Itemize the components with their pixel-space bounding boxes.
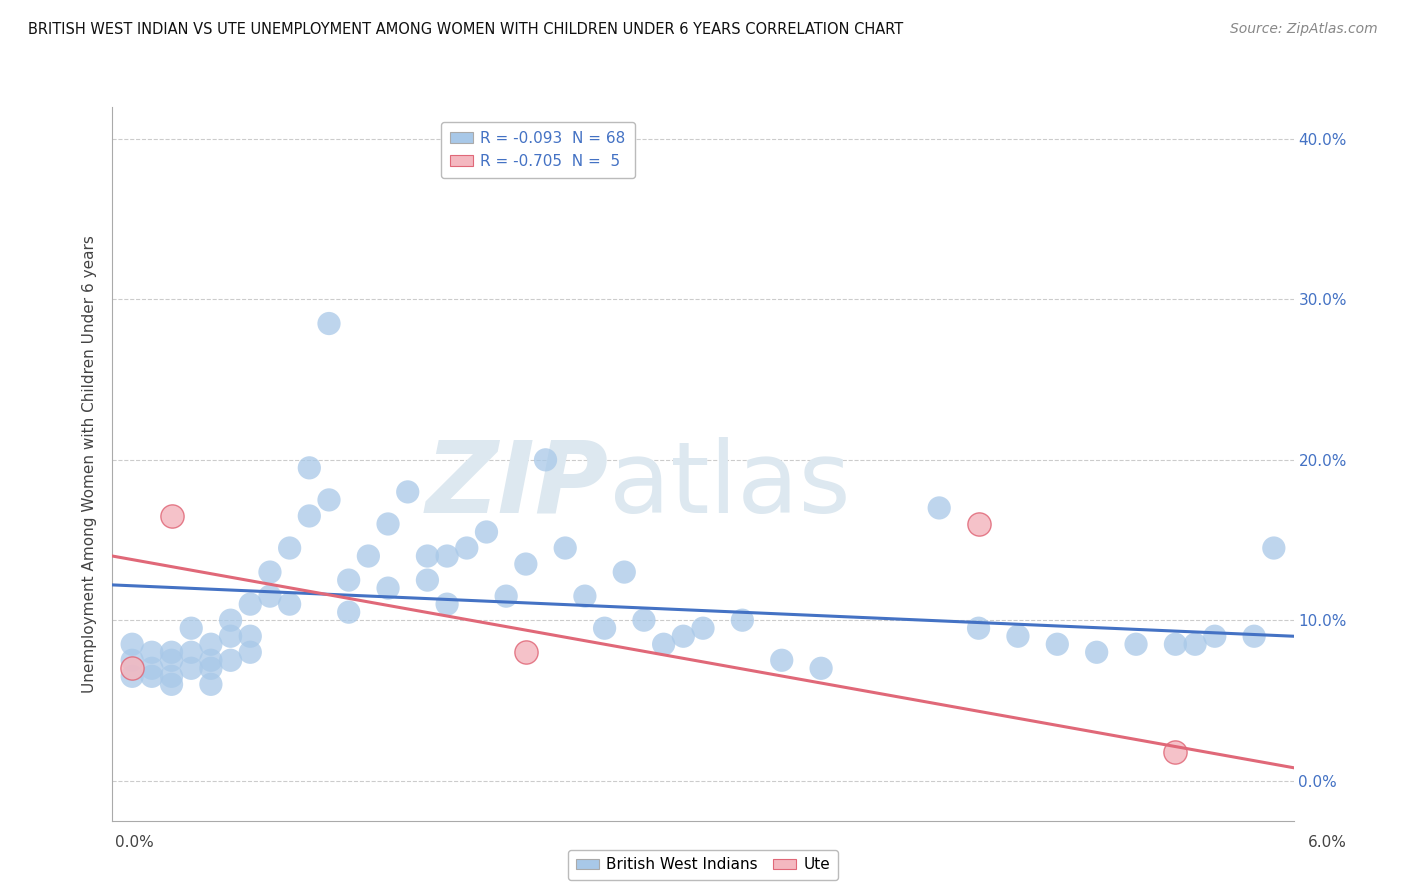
Point: [593, 621, 616, 635]
Point: [121, 669, 143, 683]
Point: [534, 453, 557, 467]
Legend: R = -0.093  N = 68, R = -0.705  N =  5: R = -0.093 N = 68, R = -0.705 N = 5: [440, 122, 634, 178]
Text: BRITISH WEST INDIAN VS UTE UNEMPLOYMENT AMONG WOMEN WITH CHILDREN UNDER 6 YEARS : BRITISH WEST INDIAN VS UTE UNEMPLOYMENT …: [28, 22, 904, 37]
Point: [259, 589, 281, 603]
Point: [692, 621, 714, 635]
Point: [219, 653, 242, 667]
Text: 0.0%: 0.0%: [115, 836, 155, 850]
Point: [475, 524, 498, 539]
Point: [1204, 629, 1226, 643]
Legend: British West Indians, Ute: British West Indians, Ute: [568, 849, 838, 880]
Point: [239, 645, 262, 659]
Point: [318, 492, 340, 507]
Point: [1164, 637, 1187, 651]
Point: [416, 549, 439, 563]
Point: [298, 460, 321, 475]
Point: [121, 637, 143, 651]
Point: [396, 484, 419, 499]
Point: [1085, 645, 1108, 659]
Point: [337, 605, 360, 619]
Point: [731, 613, 754, 627]
Point: [436, 597, 458, 611]
Point: [160, 653, 183, 667]
Point: [200, 637, 222, 651]
Point: [416, 573, 439, 587]
Point: [219, 613, 242, 627]
Point: [278, 597, 301, 611]
Point: [495, 589, 517, 603]
Text: Source: ZipAtlas.com: Source: ZipAtlas.com: [1230, 22, 1378, 37]
Point: [200, 677, 222, 691]
Point: [633, 613, 655, 627]
Point: [1164, 745, 1187, 759]
Point: [436, 549, 458, 563]
Point: [652, 637, 675, 651]
Point: [121, 661, 143, 675]
Point: [515, 557, 537, 571]
Point: [613, 565, 636, 579]
Text: 6.0%: 6.0%: [1308, 836, 1347, 850]
Point: [337, 573, 360, 587]
Point: [318, 317, 340, 331]
Point: [1046, 637, 1069, 651]
Point: [160, 677, 183, 691]
Point: [121, 653, 143, 667]
Point: [574, 589, 596, 603]
Point: [160, 645, 183, 659]
Point: [160, 508, 183, 523]
Point: [377, 516, 399, 531]
Point: [1007, 629, 1029, 643]
Point: [180, 621, 202, 635]
Point: [377, 581, 399, 595]
Point: [1184, 637, 1206, 651]
Point: [554, 541, 576, 555]
Point: [1243, 629, 1265, 643]
Point: [180, 661, 202, 675]
Point: [141, 645, 163, 659]
Point: [1263, 541, 1285, 555]
Text: ZIP: ZIP: [426, 437, 609, 533]
Point: [515, 645, 537, 659]
Point: [928, 500, 950, 515]
Point: [219, 629, 242, 643]
Point: [200, 661, 222, 675]
Point: [456, 541, 478, 555]
Point: [259, 565, 281, 579]
Text: atlas: atlas: [609, 437, 851, 533]
Point: [967, 621, 990, 635]
Point: [200, 653, 222, 667]
Point: [160, 669, 183, 683]
Point: [141, 661, 163, 675]
Point: [810, 661, 832, 675]
Point: [967, 516, 990, 531]
Point: [357, 549, 380, 563]
Y-axis label: Unemployment Among Women with Children Under 6 years: Unemployment Among Women with Children U…: [82, 235, 97, 693]
Point: [1125, 637, 1147, 651]
Point: [298, 508, 321, 523]
Point: [672, 629, 695, 643]
Point: [141, 669, 163, 683]
Point: [239, 629, 262, 643]
Point: [278, 541, 301, 555]
Point: [770, 653, 793, 667]
Point: [239, 597, 262, 611]
Point: [180, 645, 202, 659]
